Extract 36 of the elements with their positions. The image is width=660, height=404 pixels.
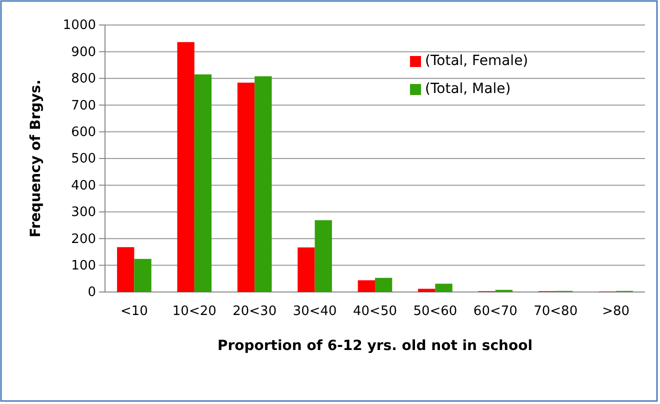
bar (194, 74, 212, 292)
bar (254, 76, 272, 292)
y-tick-label: 600 (71, 124, 96, 140)
bar (375, 278, 392, 292)
bar (298, 247, 315, 292)
bar (134, 258, 152, 292)
bar (117, 247, 134, 292)
x-tick-label: 10<20 (172, 304, 216, 320)
x-tick-label: 50<60 (413, 304, 458, 320)
y-tick-label: 800 (71, 72, 96, 87)
y-tick-label: 200 (71, 232, 96, 247)
x-tick-label: 40<50 (353, 304, 397, 320)
x-tick-label: <10 (120, 304, 148, 320)
x-tick-label: 20<30 (232, 304, 277, 320)
x-tick-label: >80 (602, 304, 630, 320)
y-tick-label: 700 (71, 98, 96, 114)
x-tick-label: 60<70 (473, 304, 518, 320)
bar (177, 42, 194, 292)
x-axis-title: Proportion of 6-12 yrs. old not in school (217, 338, 533, 354)
y-tick-label: 100 (71, 258, 96, 274)
bar (418, 288, 436, 292)
bar (237, 82, 255, 292)
bar (314, 220, 332, 292)
bar (435, 284, 452, 292)
x-tick-label: 30<40 (292, 304, 337, 320)
y-axis-title: Frequency of Brgys. (28, 80, 44, 238)
x-tick-label: 70<80 (534, 304, 578, 320)
y-tick-label: 900 (71, 44, 96, 60)
legend-label: (Total, Male) (425, 81, 511, 97)
y-tick-label: 300 (71, 205, 96, 220)
y-tick-label: 1000 (62, 18, 96, 34)
legend-label: (Total, Female) (425, 53, 528, 69)
bar (358, 280, 375, 292)
y-tick-label: 400 (71, 178, 96, 194)
y-tick-label: 500 (71, 152, 96, 167)
y-tick-label: 0 (88, 285, 96, 300)
